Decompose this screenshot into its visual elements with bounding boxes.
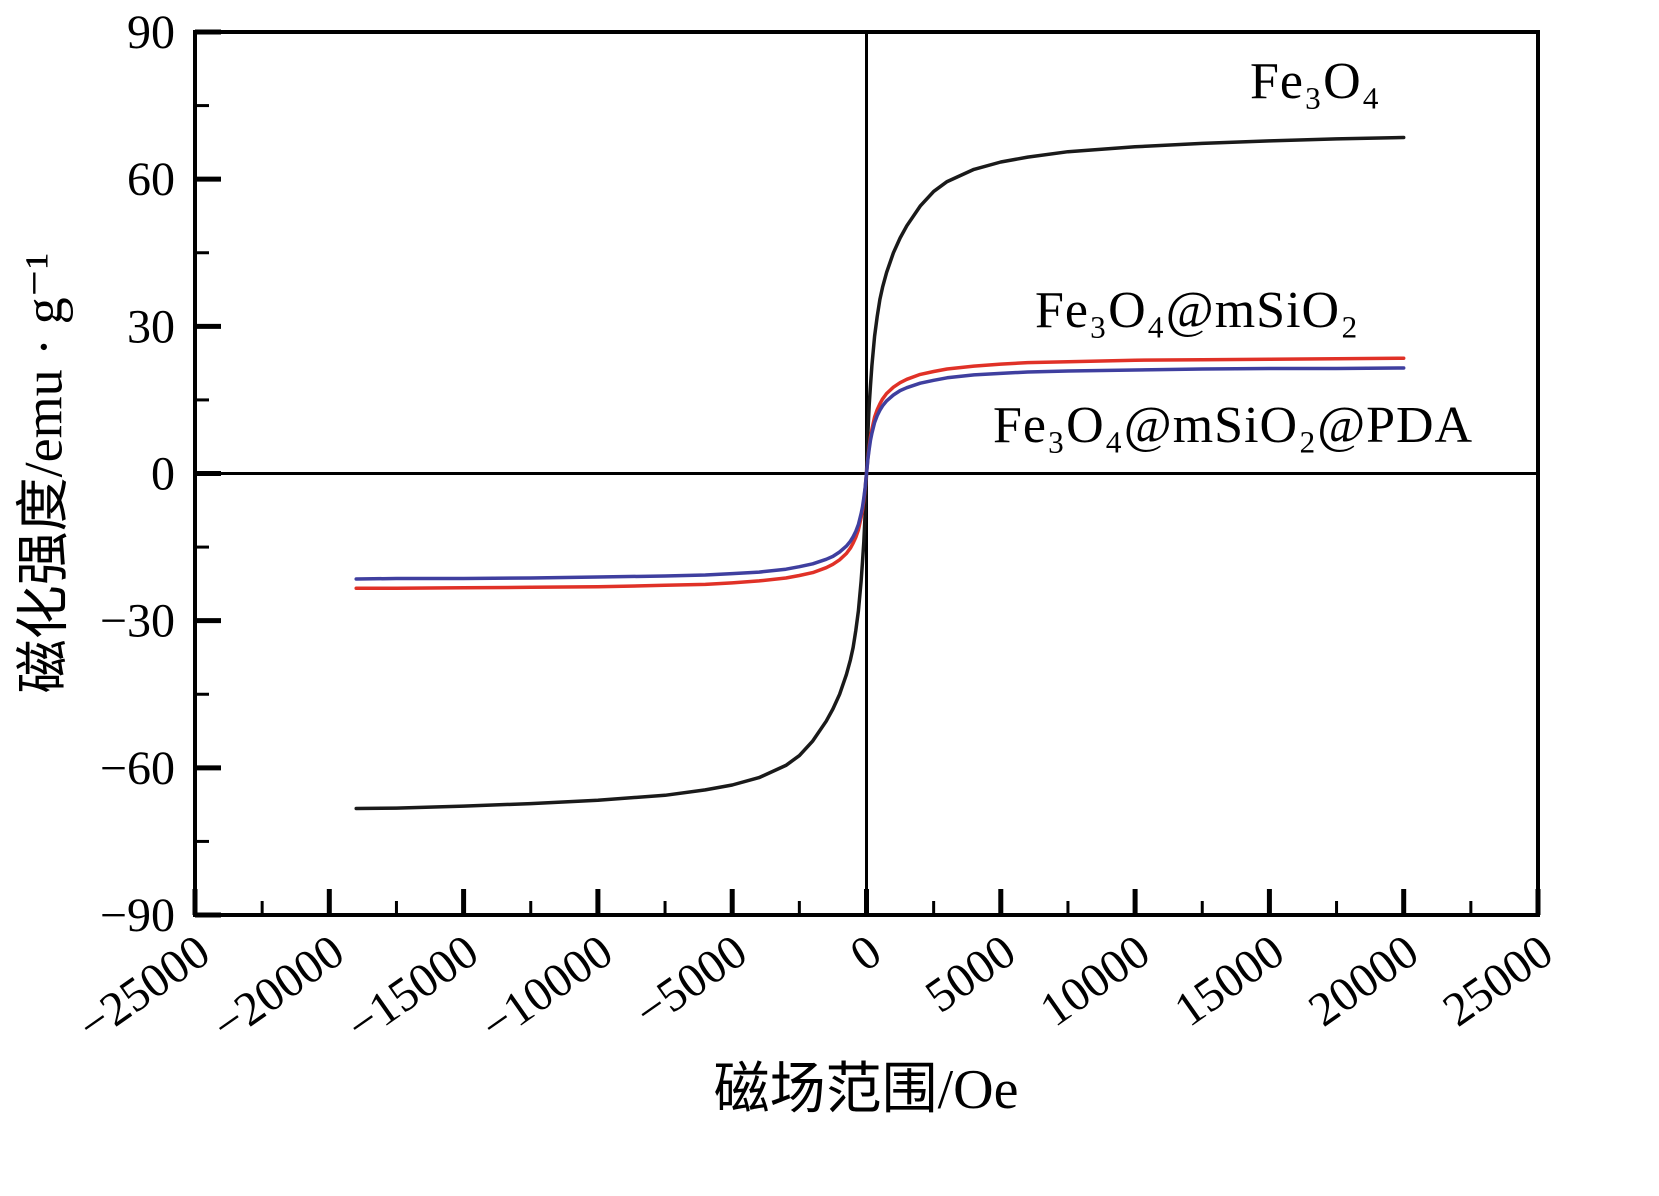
x-axis-tick-label: 15000	[1165, 925, 1294, 1037]
series-label-fe3o4-msio2-pda: Fe₃O₄@mSiO₂@PDA	[993, 397, 1474, 454]
y-axis-tick-label: −90	[100, 889, 175, 942]
x-axis-tick-label: −5000	[625, 925, 756, 1039]
x-axis-tick-label: 5000	[916, 925, 1025, 1023]
x-axis-tick-label: 25000	[1434, 925, 1563, 1037]
x-axis-tick-label: −25000	[68, 925, 219, 1053]
x-axis-tick-label: −10000	[471, 925, 622, 1053]
y-axis-title: 磁化强度/emu · g⁻¹	[13, 252, 74, 694]
y-axis-tick-label: 30	[127, 300, 175, 353]
y-axis-tick-label: 60	[127, 153, 175, 206]
series-label-fe3o4-msio2: Fe₃O₄@mSiO₂	[1035, 282, 1360, 339]
y-axis-tick-label: −60	[100, 742, 175, 795]
series-label-fe3o4: Fe₃O₄	[1250, 53, 1381, 110]
y-axis-tick-label: 90	[127, 6, 175, 59]
x-axis-tick-label: −15000	[337, 925, 488, 1053]
x-axis-tick-label: 10000	[1031, 925, 1160, 1037]
x-axis-tick-label: −20000	[203, 925, 354, 1053]
x-axis-tick-label: 0	[841, 925, 891, 982]
y-axis-tick-label: 0	[151, 448, 175, 501]
curve-fe3o4-msio2-pda	[354, 366, 1406, 581]
x-axis-tick-label: 20000	[1299, 925, 1428, 1037]
y-axis-tick-label: −30	[100, 595, 175, 648]
x-axis-title: 磁场范围/Oe	[713, 1059, 1019, 1121]
